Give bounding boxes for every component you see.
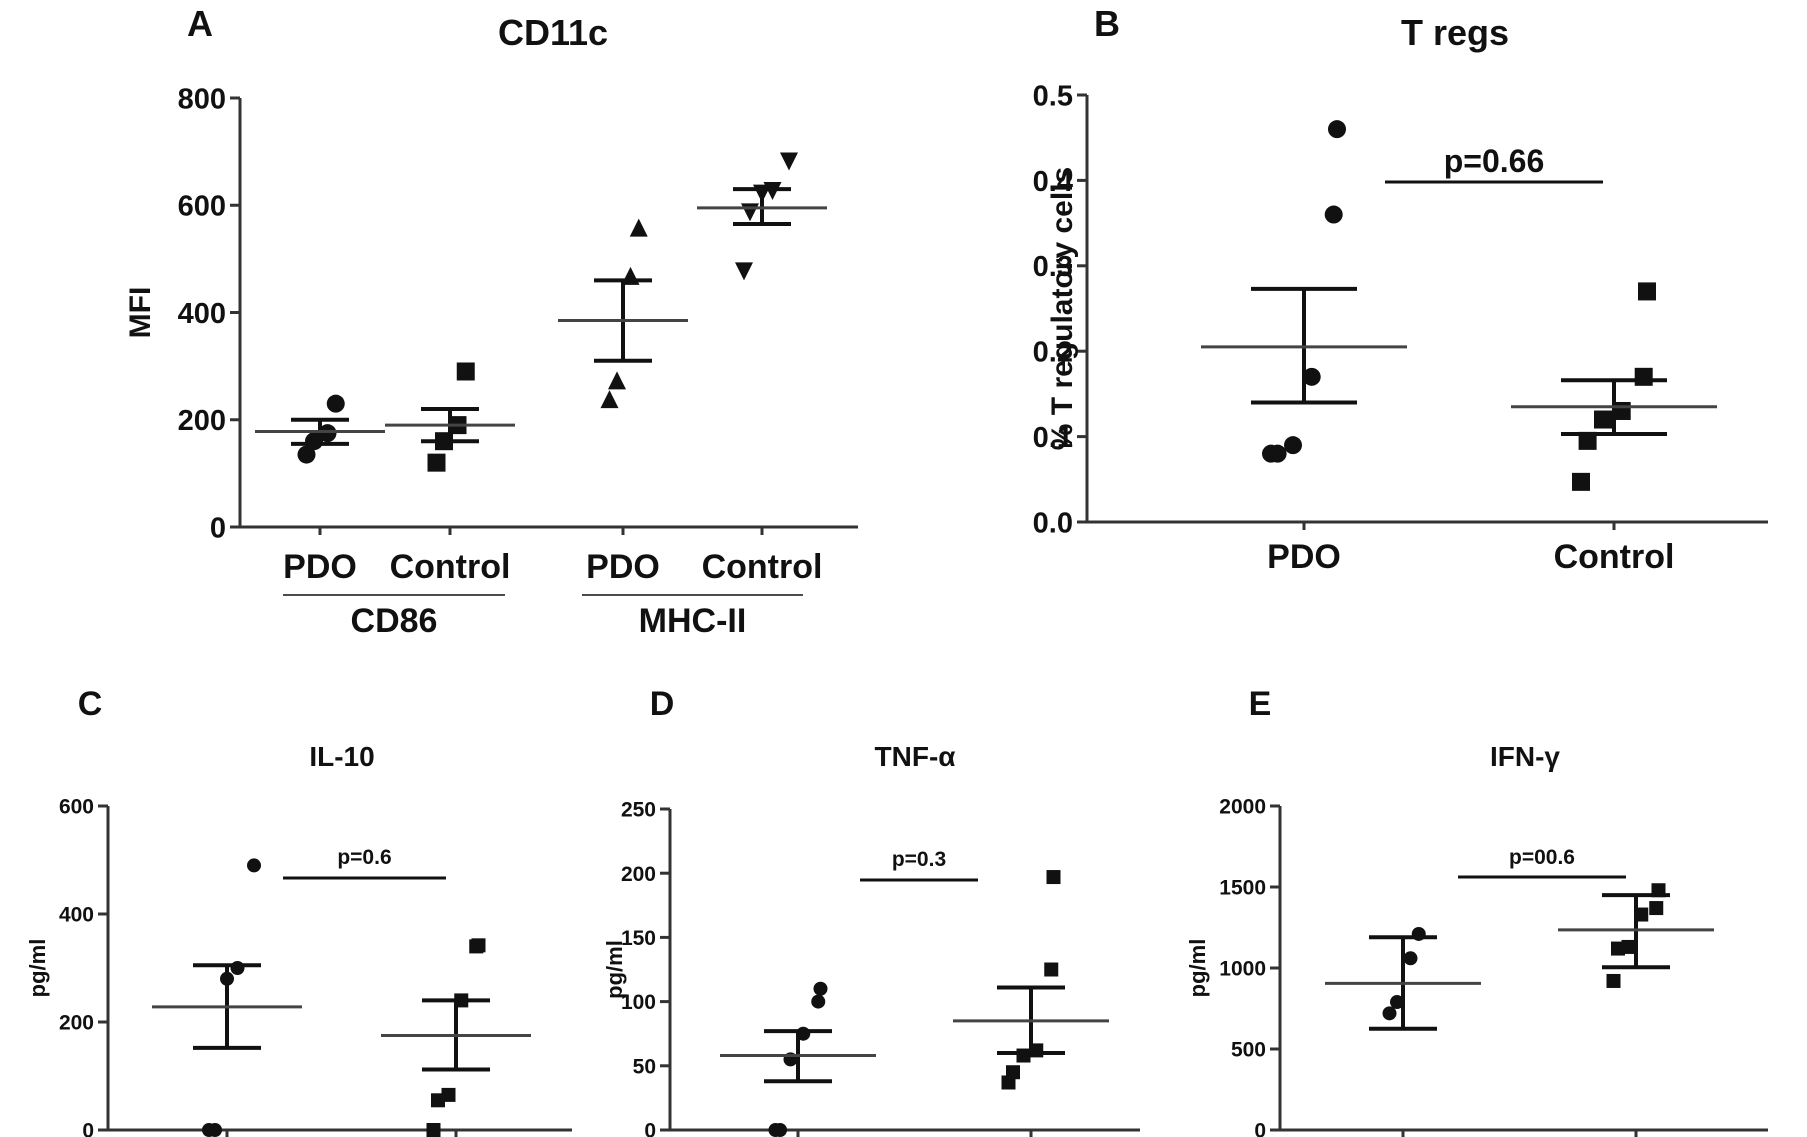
data-point xyxy=(1302,367,1321,386)
group-label: CD86 xyxy=(351,602,438,640)
x-tick-label: Control xyxy=(702,548,823,586)
x-tick-label: PDO xyxy=(586,548,660,586)
y-tick-label: 400 xyxy=(59,904,94,927)
data-point xyxy=(1016,1048,1031,1063)
data-point xyxy=(1284,436,1302,455)
data-point xyxy=(1403,951,1418,966)
chart-panel-c: C IL-10 0 200 400 600 pg/ml p=0.6 xyxy=(25,685,572,1137)
y-tick-label: 0.4 xyxy=(1033,166,1073,198)
data-point xyxy=(1572,472,1590,491)
data-point xyxy=(1044,962,1059,977)
y-tick-label: 400 xyxy=(178,298,226,330)
panel-letter: C xyxy=(78,685,103,723)
data-point xyxy=(326,394,345,413)
data-point xyxy=(1634,367,1653,386)
x-tick-label: PDO xyxy=(1267,538,1341,576)
data-point xyxy=(773,1123,787,1137)
data-point xyxy=(813,981,828,996)
panel-letter: B xyxy=(1094,3,1120,44)
data-point xyxy=(247,858,261,873)
data-point xyxy=(1578,431,1597,450)
y-tick-label: 600 xyxy=(59,796,94,819)
data-point xyxy=(456,362,475,381)
data-point xyxy=(471,938,486,953)
y-tick-label: 200 xyxy=(59,1012,94,1035)
y-tick-label: 500 xyxy=(1231,1039,1266,1062)
p-value-label: p=0.3 xyxy=(892,848,946,871)
y-tick-label: 50 xyxy=(633,1055,656,1078)
y-tick-label: 150 xyxy=(621,927,656,950)
data-point xyxy=(629,218,648,237)
chart-title: TNF-α xyxy=(875,741,956,772)
panel-letter: E xyxy=(1249,685,1272,723)
x-tick-label: PDO xyxy=(283,548,357,586)
data-point xyxy=(441,1087,456,1102)
data-point xyxy=(1649,901,1664,916)
y-axis-label: pg/ml xyxy=(602,940,627,999)
data-point xyxy=(608,371,626,390)
data-point xyxy=(741,203,759,222)
x-tick-label: Control xyxy=(390,548,511,586)
data-point xyxy=(297,445,316,464)
chart-panel-e: E IFN-γ 0 500 1000 1500 2000 pg/ml p=00.6 xyxy=(1185,685,1768,1137)
data-point xyxy=(1390,995,1404,1010)
data-point xyxy=(1268,444,1287,463)
panel-letter: A xyxy=(187,3,213,44)
y-tick-label: 2000 xyxy=(1219,796,1266,819)
data-point xyxy=(1006,1065,1020,1080)
data-point xyxy=(1382,1006,1397,1021)
data-point xyxy=(230,961,245,975)
y-tick-label: 0.0 xyxy=(1033,507,1073,539)
chart-title: IFN-γ xyxy=(1490,741,1560,772)
y-tick-label: 0 xyxy=(82,1120,94,1137)
y-tick-label: 1500 xyxy=(1219,877,1266,900)
data-point xyxy=(1324,205,1343,224)
data-point xyxy=(1638,282,1656,301)
data-point xyxy=(600,390,619,409)
data-point xyxy=(427,453,446,472)
y-tick-label: 600 xyxy=(178,191,226,223)
y-tick-label: 200 xyxy=(178,405,226,437)
chart-title: T regs xyxy=(1401,12,1509,53)
data-point xyxy=(811,994,826,1009)
data-point xyxy=(318,424,337,443)
y-tick-label: 0.3 xyxy=(1033,251,1073,283)
panel-letter: D xyxy=(650,685,675,723)
group-label: MHC-II xyxy=(639,602,747,640)
p-value-label: p=0.66 xyxy=(1444,143,1545,179)
y-tick-label: 100 xyxy=(621,991,656,1014)
p-value-label: p=00.6 xyxy=(1509,846,1575,869)
chart-panel-a: A CD11c 0 200 400 600 800 MFI PDO Control PDO Contr… xyxy=(124,3,858,640)
y-tick-label: 200 xyxy=(621,863,656,886)
chart-title: CD11c xyxy=(498,12,608,53)
y-tick-label: 0 xyxy=(644,1120,656,1137)
data-point xyxy=(1621,939,1636,954)
data-point xyxy=(1606,973,1621,988)
chart-panel-b: B T regs 0.0 0.1 0.2 0.3 0.4 0.5 % T regulatory … xyxy=(1033,3,1768,576)
y-axis-label: pg/ml xyxy=(1185,939,1210,998)
data-point xyxy=(1594,410,1612,429)
x-tick-label: Control xyxy=(1554,538,1675,576)
y-axis-label: MFI xyxy=(124,287,157,339)
y-tick-label: 0.2 xyxy=(1033,337,1073,369)
y-tick-label: 0 xyxy=(210,512,226,544)
chart-title: IL-10 xyxy=(309,741,374,772)
data-point xyxy=(208,1123,222,1137)
y-tick-label: 250 xyxy=(621,799,656,822)
y-axis-label: pg/ml xyxy=(25,939,50,998)
y-tick-label: 0.1 xyxy=(1033,422,1073,454)
data-point xyxy=(780,152,798,171)
data-point xyxy=(1046,870,1061,885)
y-tick-label: 800 xyxy=(178,83,226,115)
y-tick-label: 1000 xyxy=(1219,958,1266,981)
p-value-label: p=0.6 xyxy=(337,846,391,869)
y-axis-label: % T regulatory cells xyxy=(1046,167,1079,450)
y-tick-label: 0 xyxy=(1254,1120,1266,1137)
data-point xyxy=(426,1123,441,1137)
data-point xyxy=(1328,120,1346,139)
data-point xyxy=(735,262,753,281)
y-tick-label: 0.5 xyxy=(1033,80,1073,112)
chart-panel-d: D TNF-α 0 50 100 150 200 250 pg/ml p=0.3 xyxy=(602,685,1140,1137)
